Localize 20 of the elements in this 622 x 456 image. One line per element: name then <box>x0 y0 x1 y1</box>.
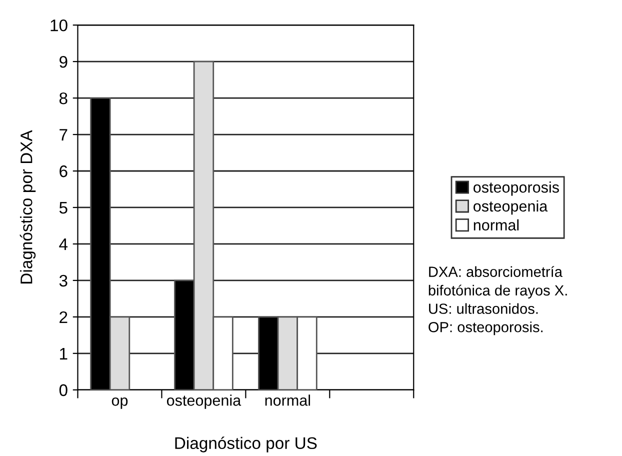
legend-label: osteopenia <box>474 200 548 215</box>
y-tick-label: 1 <box>60 348 68 360</box>
x-tick-label: osteopenia <box>166 394 242 409</box>
x-axis-title: Diagnóstico por US <box>175 436 317 452</box>
y-tick-label: 3 <box>59 274 68 287</box>
text: DXA: absorciometría bifotónica de rayos X. US: ultrasonidos. OP: osteoporosis. <box>428 266 567 336</box>
y-tick-label: 4 <box>59 238 68 250</box>
y-tick-label: 2 <box>60 311 68 323</box>
text: normal <box>474 219 519 231</box>
x-tick-label: op <box>112 397 128 409</box>
y-tick-label: 10 <box>50 19 68 32</box>
y-tick-label: 9 <box>60 56 68 68</box>
y-tick-label: 0 <box>59 384 68 396</box>
y-tick-label: 8 <box>59 92 68 104</box>
y-tick-label: 6 <box>60 165 68 178</box>
legend-label: osteoporosis <box>474 181 559 196</box>
y-axis-title: Diagnóstico por DXA <box>20 130 36 284</box>
x-tick-label: normal <box>265 394 310 406</box>
y-tick-label: 5 <box>59 202 68 214</box>
y-tick-label: 7 <box>60 129 68 141</box>
